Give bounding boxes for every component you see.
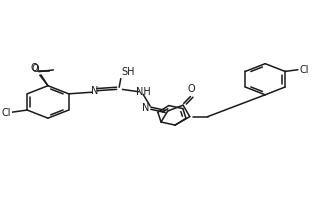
Text: O: O [32,64,40,74]
Text: SH: SH [122,67,135,77]
Text: Cl: Cl [299,65,309,75]
Text: N: N [142,103,149,113]
Text: O: O [30,63,38,73]
Text: N: N [91,86,98,96]
Text: O: O [187,84,195,94]
Text: Cl: Cl [1,108,11,118]
Text: NH: NH [136,87,151,97]
